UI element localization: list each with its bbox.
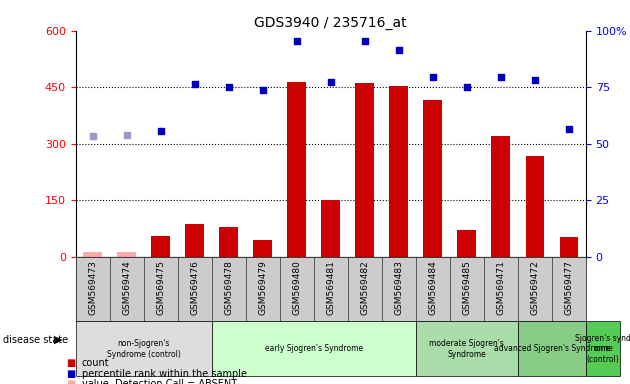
Text: GSM569472: GSM569472 [530,260,539,315]
Bar [185,223,204,257]
Point [564,126,574,132]
Point [292,38,302,44]
Text: GSM569474: GSM569474 [122,260,131,315]
Point [462,84,472,90]
Text: early Sjogren's Syndrome: early Sjogren's Syndrome [265,344,363,353]
Point [88,133,98,139]
Point [326,78,336,84]
Text: ▶: ▶ [54,335,62,345]
Bar [457,230,476,257]
Bar [389,86,408,257]
Bar [559,237,578,257]
Title: GDS3940 / 235716_at: GDS3940 / 235716_at [255,16,407,30]
Text: percentile rank within the sample: percentile rank within the sample [82,369,247,379]
Text: GSM569471: GSM569471 [496,260,505,315]
Text: non-Sjogren's
Syndrome (control): non-Sjogren's Syndrome (control) [106,339,181,359]
Bar [355,83,374,257]
Text: GSM569479: GSM569479 [258,260,267,315]
Text: ■: ■ [66,358,76,368]
Text: advanced Sjogren's Syndrome: advanced Sjogren's Syndrome [494,344,610,353]
Text: GSM569473: GSM569473 [88,260,97,315]
Text: ■: ■ [66,379,76,384]
Bar [491,136,510,257]
Bar [151,236,170,257]
Bar [83,252,102,257]
Point [428,74,438,80]
FancyBboxPatch shape [212,321,416,376]
Point [258,87,268,93]
FancyBboxPatch shape [416,321,518,376]
Bar [423,101,442,257]
Text: GSM569475: GSM569475 [156,260,165,315]
Point [394,47,404,53]
Point [122,132,132,139]
FancyBboxPatch shape [76,321,212,376]
Text: value, Detection Call = ABSENT: value, Detection Call = ABSENT [82,379,237,384]
Point [360,38,370,44]
Bar [117,252,136,257]
Text: GSM569476: GSM569476 [190,260,199,315]
Text: GSM569483: GSM569483 [394,260,403,315]
Bar [287,81,306,257]
Point [224,84,234,90]
Bar [525,156,544,257]
Text: GSM569477: GSM569477 [564,260,573,315]
Text: GSM569482: GSM569482 [360,260,369,315]
Text: count: count [82,358,110,368]
Bar [321,200,340,257]
Point [530,77,540,83]
Text: GSM569481: GSM569481 [326,260,335,315]
Text: Sjogren's synd
rome
(control): Sjogren's synd rome (control) [575,334,630,364]
Text: GSM569484: GSM569484 [428,260,437,315]
Bar [219,227,238,257]
FancyBboxPatch shape [586,321,620,376]
Text: GSM569478: GSM569478 [224,260,233,315]
Text: disease state: disease state [3,335,68,345]
Text: moderate Sjogren's
Syndrome: moderate Sjogren's Syndrome [430,339,504,359]
Point [190,81,200,87]
Text: ■: ■ [66,369,76,379]
Text: GSM569480: GSM569480 [292,260,301,315]
FancyBboxPatch shape [518,321,586,376]
Bar [253,240,272,257]
Point [156,127,166,134]
Point [496,74,506,80]
Text: GSM569485: GSM569485 [462,260,471,315]
